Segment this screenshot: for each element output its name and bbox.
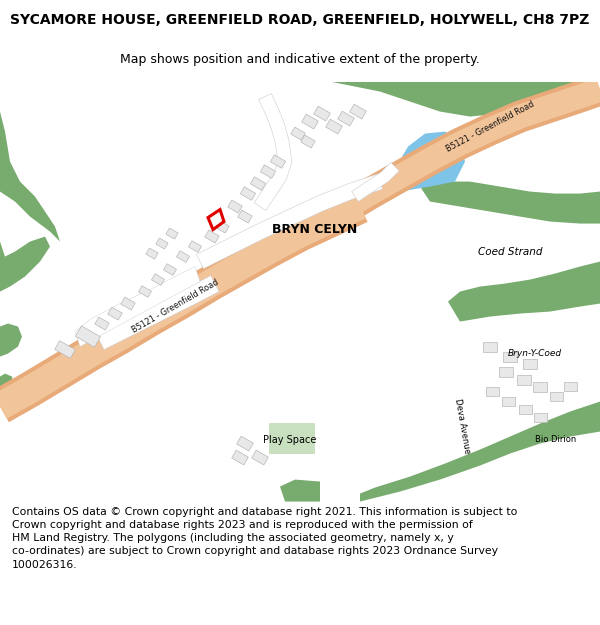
Polygon shape <box>533 413 547 422</box>
Polygon shape <box>205 230 219 243</box>
Polygon shape <box>228 200 242 213</box>
Polygon shape <box>523 359 537 369</box>
Polygon shape <box>517 374 531 384</box>
Polygon shape <box>334 78 600 222</box>
Polygon shape <box>236 436 253 451</box>
Polygon shape <box>0 374 14 401</box>
Text: B5121 - Greenfield Road: B5121 - Greenfield Road <box>445 99 536 154</box>
Polygon shape <box>108 307 122 320</box>
Polygon shape <box>208 209 224 229</box>
Polygon shape <box>301 135 315 148</box>
Polygon shape <box>95 317 109 330</box>
Polygon shape <box>332 74 600 225</box>
Polygon shape <box>0 189 368 422</box>
Polygon shape <box>232 450 248 465</box>
Polygon shape <box>238 210 252 223</box>
Polygon shape <box>75 266 200 346</box>
Polygon shape <box>338 111 355 126</box>
Polygon shape <box>350 104 367 119</box>
Text: SYCAMORE HOUSE, GREENFIELD ROAD, GREENFIELD, HOLYWELL, CH8 7PZ: SYCAMORE HOUSE, GREENFIELD ROAD, GREENFI… <box>10 13 590 27</box>
Text: Contains OS data © Crown copyright and database right 2021. This information is : Contains OS data © Crown copyright and d… <box>12 507 517 569</box>
Polygon shape <box>448 261 600 321</box>
Polygon shape <box>271 155 286 168</box>
Polygon shape <box>533 381 547 391</box>
Text: B5121 - Greenfield Road: B5121 - Greenfield Road <box>130 278 220 335</box>
Polygon shape <box>326 119 343 134</box>
Polygon shape <box>176 251 190 262</box>
Polygon shape <box>250 177 266 190</box>
Polygon shape <box>166 228 178 239</box>
Polygon shape <box>330 81 600 116</box>
Polygon shape <box>485 387 499 396</box>
Text: Bryn-Y-Coed: Bryn-Y-Coed <box>508 349 562 358</box>
Polygon shape <box>360 401 600 501</box>
Polygon shape <box>139 286 152 298</box>
Text: BRYN CELYN: BRYN CELYN <box>272 223 358 236</box>
Text: Bio Dirion: Bio Dirion <box>535 435 576 444</box>
Polygon shape <box>550 392 563 401</box>
Polygon shape <box>163 264 176 276</box>
Text: Coed Strand: Coed Strand <box>478 246 542 256</box>
Polygon shape <box>76 326 101 348</box>
Polygon shape <box>352 162 399 201</box>
Polygon shape <box>518 405 532 414</box>
Polygon shape <box>280 479 320 501</box>
Polygon shape <box>563 382 577 391</box>
Polygon shape <box>314 106 331 121</box>
Polygon shape <box>121 297 135 310</box>
Polygon shape <box>268 421 315 454</box>
Text: Deva Avenue: Deva Avenue <box>453 398 471 455</box>
Polygon shape <box>254 94 292 211</box>
Polygon shape <box>483 341 497 351</box>
Polygon shape <box>502 397 515 406</box>
Polygon shape <box>151 274 164 286</box>
Text: Play Space: Play Space <box>263 434 317 444</box>
Polygon shape <box>0 236 50 291</box>
Polygon shape <box>146 248 158 259</box>
Polygon shape <box>188 241 202 252</box>
Polygon shape <box>96 276 219 349</box>
Polygon shape <box>0 81 60 241</box>
Polygon shape <box>241 187 256 200</box>
Polygon shape <box>0 324 22 356</box>
Polygon shape <box>251 450 268 465</box>
Polygon shape <box>196 174 383 269</box>
Polygon shape <box>420 181 600 224</box>
Polygon shape <box>291 127 305 140</box>
Text: Map shows position and indicative extent of the property.: Map shows position and indicative extent… <box>120 54 480 66</box>
Polygon shape <box>260 165 275 178</box>
Polygon shape <box>156 238 168 249</box>
Polygon shape <box>215 220 229 233</box>
Polygon shape <box>302 114 319 129</box>
Polygon shape <box>395 131 465 191</box>
Polygon shape <box>503 351 517 361</box>
Polygon shape <box>499 366 513 376</box>
Polygon shape <box>55 341 75 358</box>
Polygon shape <box>0 193 366 419</box>
